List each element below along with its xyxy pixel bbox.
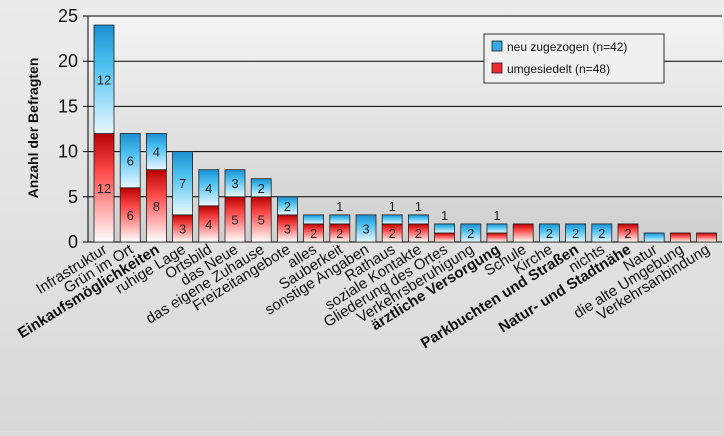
data-label-above: 1	[441, 208, 448, 223]
bar-segment-umgesiedelt	[617, 223, 639, 243]
bar-segment-neu-zugezogen	[93, 24, 115, 134]
data-label: 4	[153, 145, 160, 160]
data-label: 7	[179, 176, 186, 191]
bar-segment-neu-zugezogen	[145, 133, 167, 171]
bar-segment-neu-zugezogen	[119, 133, 141, 189]
y-tick-label: 15	[58, 96, 78, 116]
bar-segment-neu-zugezogen	[643, 232, 665, 243]
data-label: 2	[624, 226, 631, 241]
data-label: 4	[205, 181, 212, 196]
bar-segment-neu-zugezogen	[172, 151, 194, 216]
data-label: 12	[97, 72, 111, 87]
y-tick-label: 0	[68, 232, 78, 252]
bar-segment-neu-zugezogen	[407, 214, 429, 225]
data-label: 3	[179, 221, 186, 236]
data-label: 2	[415, 226, 422, 241]
legend-box	[483, 33, 665, 84]
y-tick-label: 20	[58, 51, 78, 71]
gridlines	[88, 15, 722, 198]
data-label-above: 1	[415, 199, 422, 214]
data-label: 2	[467, 226, 474, 241]
data-label: 2	[258, 181, 265, 196]
bar-segment-neu-zugezogen	[460, 223, 482, 243]
data-label: 3	[231, 176, 238, 191]
data-label-above: 1	[336, 199, 343, 214]
y-tick-label: 10	[58, 142, 78, 162]
bar-segment-umgesiedelt	[670, 232, 691, 243]
bar-segment-umgesiedelt	[486, 232, 508, 243]
bar-segment-neu-zugezogen	[486, 223, 508, 234]
bar-segment-neu-zugezogen	[276, 196, 298, 216]
y-tick-label: 25	[58, 6, 78, 26]
legend-swatch-neu-zugezogen	[491, 40, 503, 52]
bar-segment-umgesiedelt	[512, 223, 534, 243]
y-axis-title: Anzahl der Befragten	[25, 58, 41, 199]
data-label: 3	[284, 221, 291, 236]
data-label: 2	[572, 226, 579, 241]
data-label: 2	[598, 226, 605, 241]
data-label: 2	[310, 226, 317, 241]
data-label: 2	[284, 199, 291, 214]
data-label: 12	[97, 181, 111, 196]
bar-segment-umgesiedelt	[696, 232, 717, 243]
data-label-above: 1	[389, 199, 396, 214]
bar-segment-neu-zugezogen	[565, 223, 586, 243]
bar-segment-neu-zugezogen	[381, 214, 403, 225]
data-label: 2	[336, 226, 343, 241]
bar-segment-neu-zugezogen	[329, 214, 351, 225]
data-label: 6	[127, 154, 134, 169]
bar-segment-neu-zugezogen	[250, 178, 272, 198]
bar-segment-umgesiedelt	[434, 232, 456, 243]
legend-swatch-umgesiedelt	[491, 62, 503, 74]
bar-segment-neu-zugezogen	[539, 223, 560, 243]
legend: neu zugezogen (n=42) umgesiedelt (n=48)	[483, 33, 665, 84]
data-label-above: 1	[493, 208, 500, 223]
data-label: 5	[231, 212, 238, 227]
data-label: 6	[127, 208, 134, 223]
data-label: 5	[258, 212, 265, 227]
legend-label-umgesiedelt: umgesiedelt (n=48)	[507, 62, 610, 76]
bar-segment-neu-zugezogen	[355, 214, 377, 243]
data-label: 2	[389, 226, 396, 241]
data-label: 3	[362, 221, 369, 236]
bar-segment-neu-zugezogen	[591, 223, 613, 243]
data-label: 8	[153, 199, 160, 214]
data-label: 2	[546, 226, 553, 241]
bar-segment-neu-zugezogen	[198, 169, 220, 207]
data-label: 4	[205, 217, 212, 232]
y-tick-label: 5	[68, 187, 78, 207]
bar-segment-neu-zugezogen	[434, 223, 456, 234]
bar-segment-neu-zugezogen	[303, 214, 325, 225]
legend-label-neu-zugezogen: neu zugezogen (n=42)	[507, 40, 627, 54]
bar-segment-neu-zugezogen	[224, 169, 246, 198]
